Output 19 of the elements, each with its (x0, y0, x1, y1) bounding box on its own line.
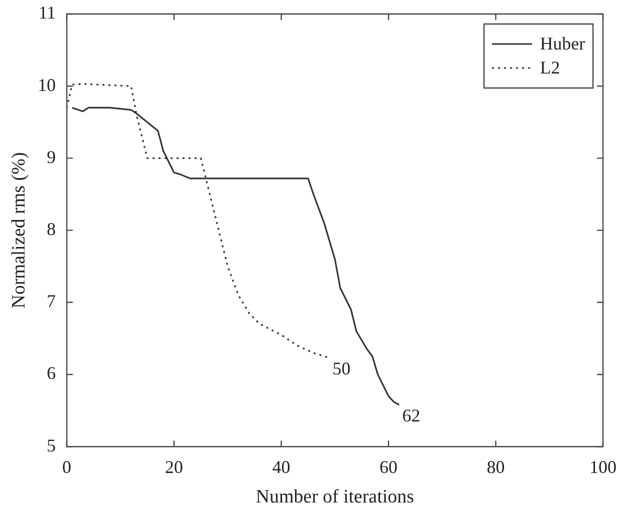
x-tick-label: 100 (590, 457, 616, 478)
x-tick-label: 40 (272, 457, 290, 478)
x-tick-label: 80 (486, 457, 505, 478)
x-tick-label: 60 (380, 457, 398, 478)
y-tick-label: 8 (46, 219, 56, 240)
x-tick-label: 0 (62, 457, 72, 478)
y-tick-label: 6 (46, 363, 56, 384)
x-tick-label: 20 (165, 457, 184, 478)
legend-label: Huber (540, 34, 586, 54)
annotation: 62 (402, 406, 420, 426)
x-axis-title: Number of iterations (256, 486, 414, 508)
legend-label: L2 (540, 58, 560, 78)
y-tick-label: 10 (38, 74, 56, 95)
y-tick-label: 11 (38, 2, 56, 23)
annotation: 50 (332, 358, 351, 379)
y-tick-label: 5 (46, 435, 56, 456)
y-tick-label: 9 (46, 146, 56, 167)
y-tick-label: 7 (46, 291, 56, 312)
y-axis-title: Normalized rms (%) (8, 152, 30, 308)
